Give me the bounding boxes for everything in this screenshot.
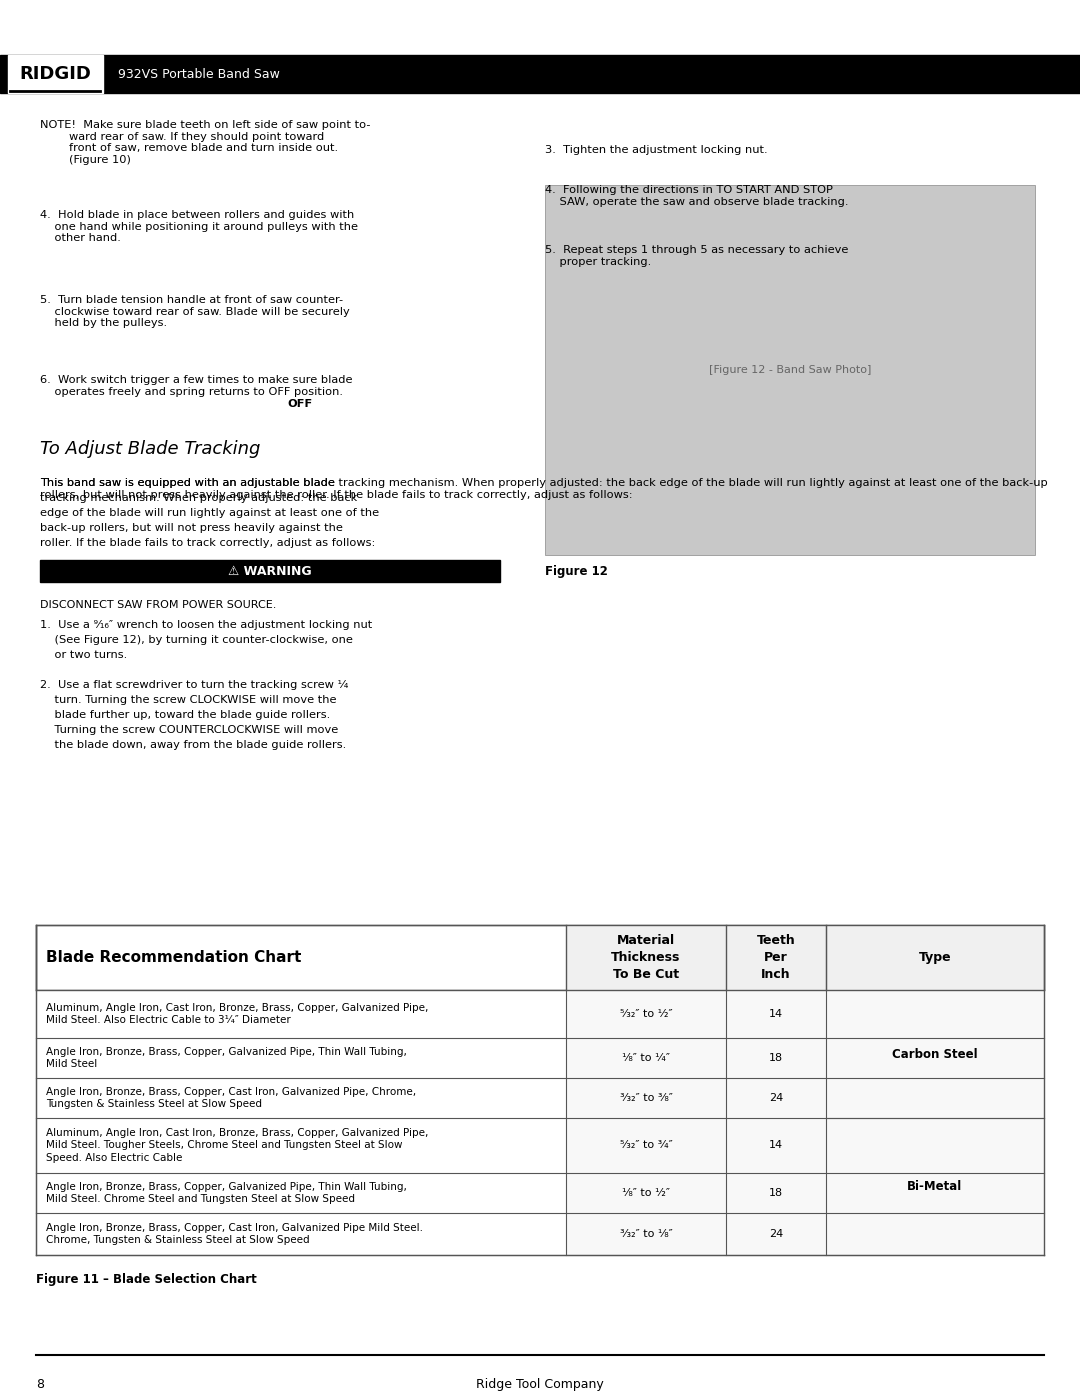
- Text: To Adjust Blade Tracking: To Adjust Blade Tracking: [40, 440, 260, 458]
- Bar: [36, 1118, 1044, 1173]
- Bar: [0, 54, 1080, 94]
- Text: Turning the screw COUNTERCLOCKWISE will move: Turning the screw COUNTERCLOCKWISE will …: [40, 725, 338, 735]
- Text: 6.  Work switch trigger a few times to make sure blade
    operates freely and s: 6. Work switch trigger a few times to ma…: [40, 374, 352, 397]
- Text: tracking mechanism. When properly adjusted: the back: tracking mechanism. When properly adjust…: [40, 493, 357, 503]
- Bar: [545, 184, 1035, 555]
- Bar: [566, 1118, 1044, 1173]
- Bar: [36, 1213, 1044, 1255]
- Text: turn. Turning the screw CLOCKWISE will move the: turn. Turning the screw CLOCKWISE will m…: [40, 694, 337, 705]
- Text: Aluminum, Angle Iron, Cast Iron, Bronze, Brass, Copper, Galvanized Pipe,
Mild St: Aluminum, Angle Iron, Cast Iron, Bronze,…: [46, 1129, 429, 1162]
- Text: [Figure 12 - Band Saw Photo]: [Figure 12 - Band Saw Photo]: [708, 365, 872, 374]
- Bar: [40, 560, 500, 583]
- Bar: [36, 1038, 1044, 1078]
- Text: 24: 24: [769, 1092, 783, 1104]
- Bar: [566, 990, 1044, 1038]
- Text: 24: 24: [769, 1229, 783, 1239]
- Text: This band saw is equipped with an adjustable blade tracking mechanism. When prop: This band saw is equipped with an adjust…: [40, 478, 1048, 500]
- Text: ³⁄₃₂″ to ¹⁄₈″: ³⁄₃₂″ to ¹⁄₈″: [620, 1229, 673, 1239]
- Text: 14: 14: [769, 1009, 783, 1018]
- Text: OFF: OFF: [287, 400, 312, 409]
- Text: Angle Iron, Bronze, Brass, Copper, Galvanized Pipe, Thin Wall Tubing,
Mild Steel: Angle Iron, Bronze, Brass, Copper, Galva…: [46, 1182, 407, 1204]
- Bar: [566, 1173, 1044, 1213]
- Bar: [566, 925, 1044, 990]
- Bar: [36, 990, 1044, 1038]
- Text: 5.  Turn blade tension handle at front of saw counter-
    clockwise toward rear: 5. Turn blade tension handle at front of…: [40, 295, 350, 328]
- Text: 18: 18: [769, 1187, 783, 1199]
- Text: or two turns.: or two turns.: [40, 650, 127, 659]
- Text: NOTE!  Make sure blade teeth on left side of saw point to-
        ward rear of : NOTE! Make sure blade teeth on left side…: [40, 120, 370, 165]
- Text: 932VS Portable Band Saw: 932VS Portable Band Saw: [118, 67, 280, 81]
- Text: blade further up, toward the blade guide rollers.: blade further up, toward the blade guide…: [40, 710, 330, 719]
- Text: (See Figure 12), by turning it counter-clockwise, one: (See Figure 12), by turning it counter-c…: [40, 636, 353, 645]
- Text: Figure 12: Figure 12: [545, 564, 608, 578]
- Text: Material
Thickness
To Be Cut: Material Thickness To Be Cut: [611, 935, 680, 981]
- Text: 14: 14: [769, 1140, 783, 1151]
- Text: 18: 18: [769, 1053, 783, 1063]
- Text: 4.  Hold blade in place between rollers and guides with
    one hand while posit: 4. Hold blade in place between rollers a…: [40, 210, 357, 243]
- Text: Teeth
Per
Inch: Teeth Per Inch: [757, 935, 795, 981]
- Text: ¹⁄₈″ to ¹⁄₂″: ¹⁄₈″ to ¹⁄₂″: [622, 1187, 670, 1199]
- Text: 5.  Repeat steps 1 through 5 as necessary to achieve
    proper tracking.: 5. Repeat steps 1 through 5 as necessary…: [545, 244, 849, 267]
- Text: RIDGID: RIDGID: [19, 66, 91, 82]
- Text: Carbon Steel: Carbon Steel: [892, 1048, 977, 1060]
- Text: ³⁄₃₂″ to ³⁄₈″: ³⁄₃₂″ to ³⁄₈″: [620, 1092, 673, 1104]
- Text: ¹⁄₈″ to ¹⁄₄″: ¹⁄₈″ to ¹⁄₄″: [622, 1053, 670, 1063]
- Text: Blade Recommendation Chart: Blade Recommendation Chart: [46, 950, 301, 965]
- Text: 4.  Following the directions in TO START AND STOP
    SAW, operate the saw and o: 4. Following the directions in TO START …: [545, 184, 849, 207]
- Text: roller. If the blade fails to track correctly, adjust as follows:: roller. If the blade fails to track corr…: [40, 538, 376, 548]
- Text: This band saw is equipped with an adjustable blade: This band saw is equipped with an adjust…: [40, 478, 335, 488]
- Text: Bi-Metal: Bi-Metal: [907, 1180, 962, 1193]
- Text: Ridge Tool Company: Ridge Tool Company: [476, 1377, 604, 1391]
- Bar: [566, 1078, 1044, 1118]
- Bar: [36, 925, 1044, 990]
- Text: 1.  Use a ⁹⁄₁₆″ wrench to loosen the adjustment locking nut: 1. Use a ⁹⁄₁₆″ wrench to loosen the adju…: [40, 620, 373, 630]
- Bar: [566, 1038, 1044, 1078]
- Bar: [36, 1078, 1044, 1118]
- Text: Angle Iron, Bronze, Brass, Copper, Cast Iron, Galvanized Pipe Mild Steel.
Chrome: Angle Iron, Bronze, Brass, Copper, Cast …: [46, 1222, 423, 1245]
- Text: 8: 8: [36, 1377, 44, 1391]
- Text: 2.  Use a flat screwdriver to turn the tracking screw ¹⁄₄: 2. Use a flat screwdriver to turn the tr…: [40, 680, 349, 690]
- Text: DISCONNECT SAW FROM POWER SOURCE.: DISCONNECT SAW FROM POWER SOURCE.: [40, 599, 276, 610]
- Text: Angle Iron, Bronze, Brass, Copper, Cast Iron, Galvanized Pipe, Chrome,
Tungsten : Angle Iron, Bronze, Brass, Copper, Cast …: [46, 1087, 416, 1109]
- Bar: [8, 54, 103, 94]
- Text: back-up rollers, but will not press heavily against the: back-up rollers, but will not press heav…: [40, 522, 342, 534]
- Text: Aluminum, Angle Iron, Cast Iron, Bronze, Brass, Copper, Galvanized Pipe,
Mild St: Aluminum, Angle Iron, Cast Iron, Bronze,…: [46, 1003, 429, 1025]
- Text: Type: Type: [919, 951, 951, 964]
- Text: edge of the blade will run lightly against at least one of the: edge of the blade will run lightly again…: [40, 509, 379, 518]
- Text: 3.  Tighten the adjustment locking nut.: 3. Tighten the adjustment locking nut.: [545, 145, 768, 155]
- Bar: [566, 1213, 1044, 1255]
- Text: ⚠ WARNING: ⚠ WARNING: [228, 564, 312, 577]
- Text: ⁵⁄₃₂″ to ³⁄₄″: ⁵⁄₃₂″ to ³⁄₄″: [620, 1140, 673, 1151]
- Text: the blade down, away from the blade guide rollers.: the blade down, away from the blade guid…: [40, 740, 347, 750]
- Text: Angle Iron, Bronze, Brass, Copper, Galvanized Pipe, Thin Wall Tubing,
Mild Steel: Angle Iron, Bronze, Brass, Copper, Galva…: [46, 1046, 407, 1069]
- Text: ⁵⁄₃₂″ to ¹⁄₂″: ⁵⁄₃₂″ to ¹⁄₂″: [620, 1009, 673, 1018]
- Text: Figure 11 – Blade Selection Chart: Figure 11 – Blade Selection Chart: [36, 1273, 257, 1287]
- Bar: [36, 1173, 1044, 1213]
